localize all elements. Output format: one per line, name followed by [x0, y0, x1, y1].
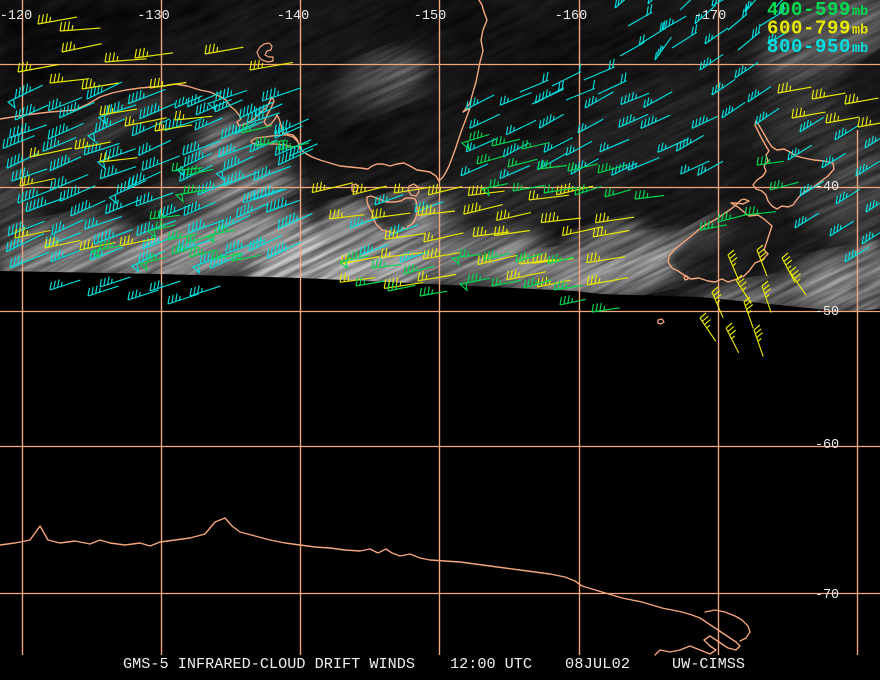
svg-text:12:00 UTC: 12:00 UTC: [450, 655, 532, 673]
svg-text:-170: -170: [694, 9, 726, 24]
svg-text:-60: -60: [815, 438, 839, 453]
svg-text:-130: -130: [137, 9, 169, 24]
svg-text:400-599mb: 400-599mb: [767, 0, 868, 21]
svg-text:08JUL02: 08JUL02: [565, 655, 630, 673]
svg-text:-70: -70: [815, 588, 839, 603]
svg-text:800-950mb: 800-950mb: [767, 36, 868, 58]
svg-text:-40: -40: [815, 180, 839, 195]
svg-text:-150: -150: [414, 9, 446, 24]
svg-text:-160: -160: [555, 9, 587, 24]
svg-text:-140: -140: [277, 9, 309, 24]
svg-text:-120: -120: [0, 9, 32, 24]
svg-text:600-799mb: 600-799mb: [767, 18, 868, 40]
svg-text:UW-CIMSS: UW-CIMSS: [672, 655, 745, 673]
svg-text:GMS-5 INFRARED-CLOUD DRIFT WIN: GMS-5 INFRARED-CLOUD DRIFT WINDS: [123, 655, 415, 673]
svg-text:-50: -50: [815, 305, 839, 320]
